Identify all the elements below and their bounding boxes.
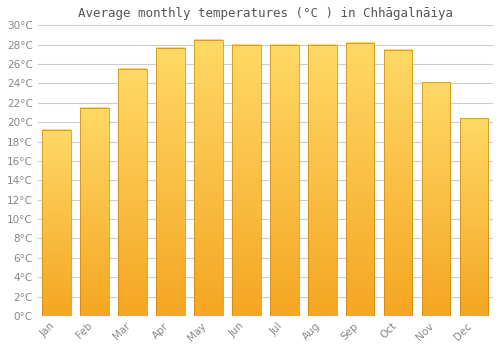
Bar <box>270 45 298 316</box>
Bar <box>80 108 109 316</box>
Bar <box>232 45 260 316</box>
Bar <box>118 69 147 316</box>
Title: Average monthly temperatures (°C ) in Chhāgalnāiya: Average monthly temperatures (°C ) in Ch… <box>78 7 453 20</box>
Bar <box>422 83 450 316</box>
Bar <box>42 130 71 316</box>
Bar <box>460 118 488 316</box>
Bar <box>156 48 184 316</box>
Bar <box>194 40 222 316</box>
Bar <box>346 43 374 316</box>
Bar <box>308 45 336 316</box>
Bar <box>384 49 412 316</box>
